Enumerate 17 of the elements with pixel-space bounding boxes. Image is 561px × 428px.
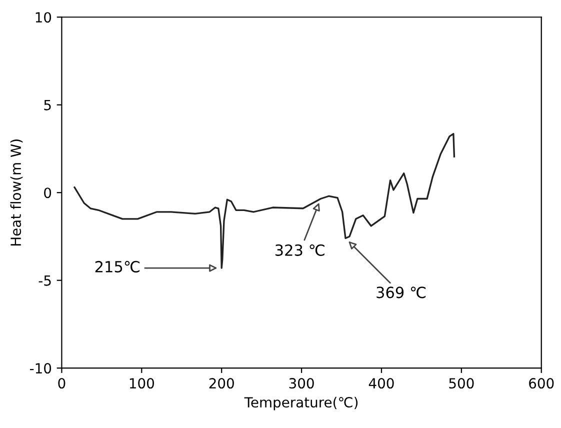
y-axis-title: Heat flow(m W) (10, 140, 23, 246)
x-tick-label: 400 (368, 378, 394, 389)
annotation: 323 ℃ (275, 244, 324, 256)
y-tick-label: 10 (36, 12, 52, 23)
annotation: 215℃ (95, 260, 140, 272)
x-tick-label: 200 (209, 378, 234, 389)
y-tick-label: 5 (44, 100, 51, 110)
x-tick-label: 100 (130, 378, 154, 389)
annotation: 369 ℃ (376, 286, 426, 298)
x-tick-label: 600 (529, 378, 554, 389)
y-tick-label: -5 (38, 275, 51, 286)
x-tick-label: 300 (289, 378, 314, 389)
x-axis-title: Temperature(℃) (244, 396, 358, 410)
y-tick-label: -10 (30, 363, 52, 374)
x-tick-label: 0 (58, 378, 66, 389)
x-tick-label: 500 (449, 378, 474, 389)
y-tick-label: 0 (44, 188, 52, 198)
